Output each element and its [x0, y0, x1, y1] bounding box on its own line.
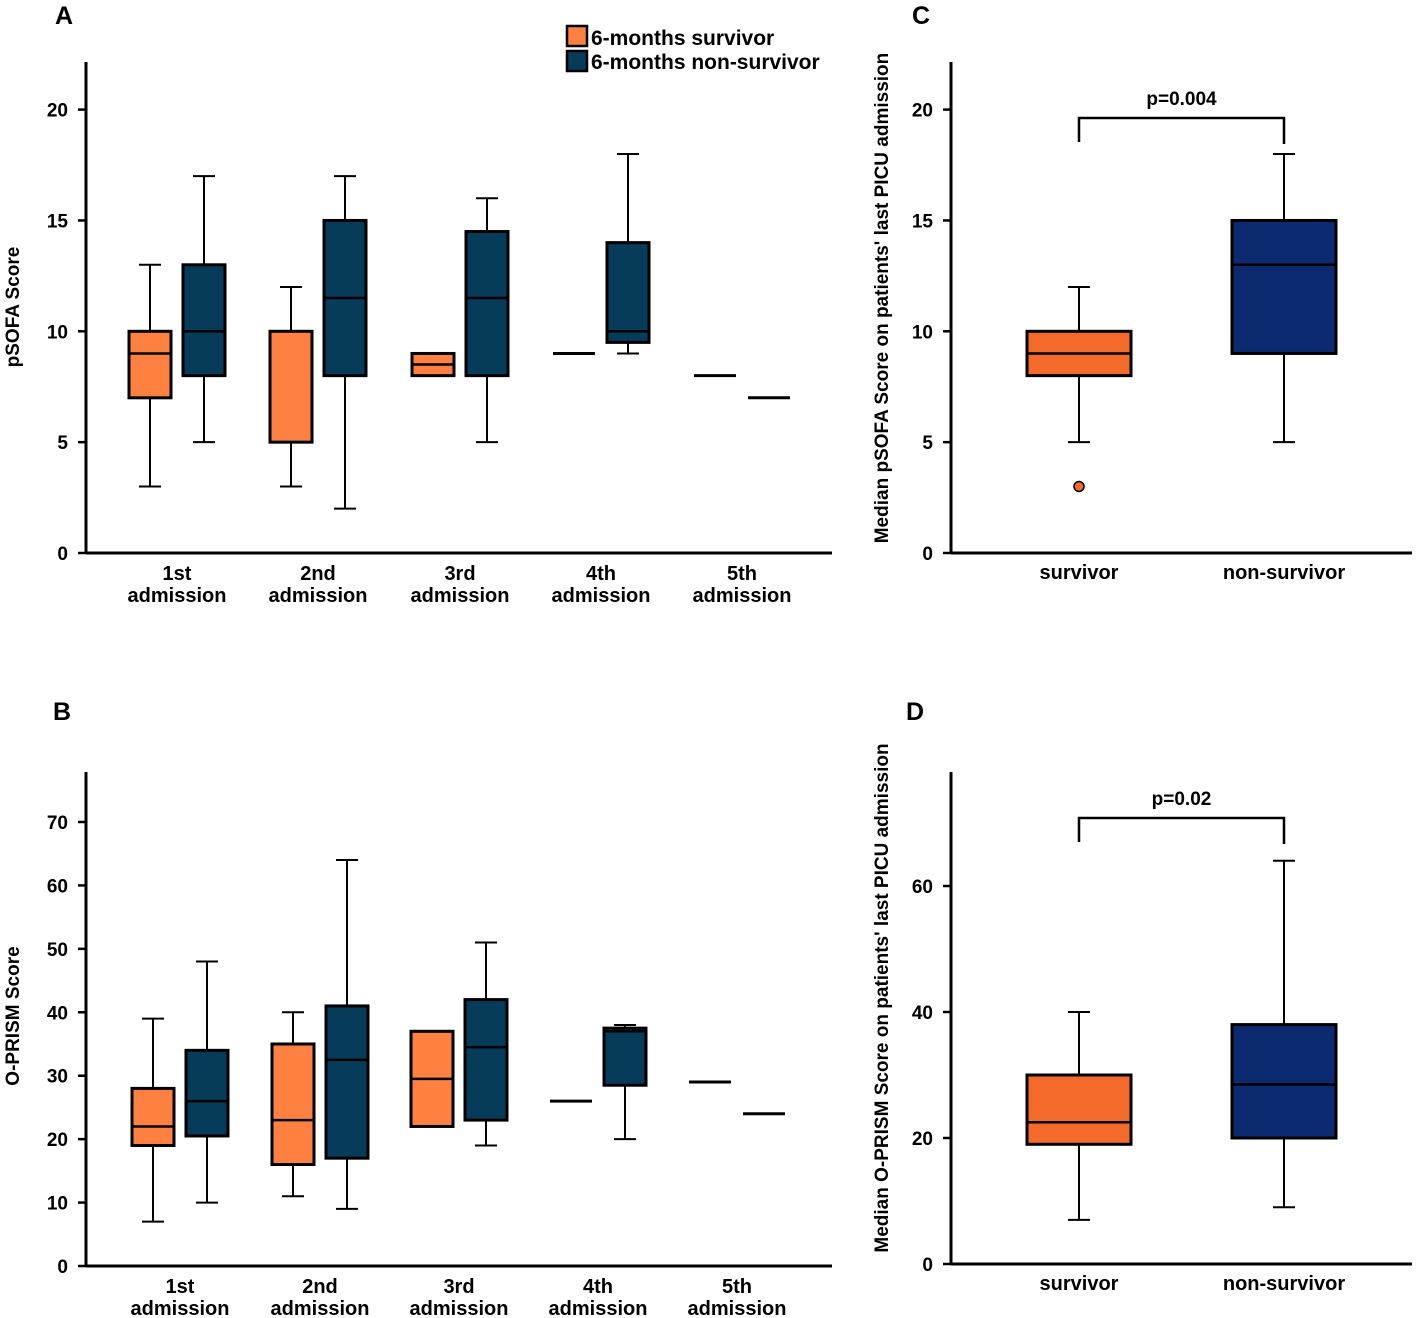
box-b-nonsurvivor-3-box: [463, 998, 509, 1122]
legend-label-survivor: 6-months survivor: [591, 27, 774, 50]
box-a-nonsurvivor-3-box: [464, 230, 510, 378]
x-tick-label-b-5-line2: admission: [688, 1298, 787, 1318]
box-b-survivor-2-box: [270, 1042, 316, 1167]
p-value-c: p=0.004: [1146, 89, 1217, 110]
y-tick-label-d-0: 0: [922, 1255, 933, 1276]
box-c-survivor-outlier-0: [1073, 480, 1085, 493]
x-tick-label-a-2-line2: admission: [269, 585, 368, 607]
x-tick-label-d-survivor: survivor: [1040, 1273, 1119, 1295]
legend-swatch-survivor: [565, 24, 589, 48]
y-tick-label-a-5: 5: [57, 433, 68, 454]
y-tick-label-c-0: 0: [922, 544, 933, 565]
x-tick-label-b-4-line2: admission: [549, 1298, 648, 1318]
box-a-survivor-2-box: [268, 329, 314, 444]
legend: 6-months survivor 6-months non-survivor: [565, 24, 820, 74]
legend-swatch-nonsurvivor: [565, 49, 589, 73]
y-tick-label-b-30: 30: [47, 1067, 68, 1088]
box-a-survivor-1-box: [127, 329, 173, 400]
y-tick-label-c-15: 15: [912, 211, 934, 232]
panel-letter-c: C: [912, 2, 930, 30]
box-a-nonsurvivor-4-box: [605, 241, 651, 344]
x-tick-label-b-1-line2: admission: [131, 1298, 230, 1318]
x-tick-label-a-5-line2: admission: [693, 585, 792, 607]
significance-bracket-c: [1077, 116, 1286, 144]
y-tick-label-a-15: 15: [47, 211, 69, 232]
x-tick-label-b-2-line1: 2nd: [302, 1276, 338, 1298]
x-tick-label-a-3-line2: admission: [411, 585, 510, 607]
y-tick-label-b-70: 70: [47, 813, 68, 834]
p-value-d: p=0.02: [1152, 789, 1212, 810]
y-tick-label-d-40: 40: [912, 1003, 933, 1024]
y-tick-label-a-10: 10: [47, 322, 68, 343]
x-tick-label-a-3-line1: 3rd: [444, 563, 475, 585]
x-tick-label-b-4-line1: 4th: [583, 1276, 613, 1298]
y-tick-label-c-5: 5: [922, 433, 933, 454]
x-tick-label-a-4-line2: admission: [552, 585, 651, 607]
box-b-survivor-1-box: [130, 1086, 176, 1147]
x-tick-label-a-1-line1: 1st: [163, 563, 192, 585]
x-tick-label-a-1-line2: admission: [128, 585, 227, 607]
box-b-nonsurvivor-4-box: [602, 1026, 648, 1087]
y-axis-label-c: Median pSOFA Score on patients' last PIC…: [872, 53, 893, 544]
y-tick-label-c-20: 20: [912, 101, 933, 122]
box-d-survivor-box: [1025, 1073, 1133, 1146]
panel-letter-d: D: [906, 698, 924, 726]
x-tick-label-b-1-line1: 1st: [166, 1276, 195, 1298]
box-a-nonsurvivor-1-box: [181, 263, 227, 378]
panel-letter-a: A: [55, 2, 73, 30]
y-tick-label-b-50: 50: [47, 940, 68, 961]
y-tick-label-b-10: 10: [47, 1194, 68, 1215]
y-tick-label-a-0: 0: [57, 544, 68, 565]
y-tick-label-c-10: 10: [912, 322, 933, 343]
y-tick-label-b-0: 0: [57, 1257, 68, 1278]
box-d-nonsurvivor-box: [1230, 1023, 1338, 1140]
x-tick-label-b-3-line1: 3rd: [443, 1276, 474, 1298]
x-tick-label-a-4-line1: 4th: [586, 563, 616, 585]
x-tick-label-c-survivor: survivor: [1040, 562, 1119, 584]
x-tick-label-b-5-line1: 5th: [722, 1276, 752, 1298]
x-tick-label-a-2-line1: 2nd: [300, 563, 336, 585]
legend-label-nonsurvivor: 6-months non-survivor: [591, 51, 820, 74]
y-tick-label-b-20: 20: [47, 1130, 68, 1151]
y-axis-label-a: pSOFA Score: [3, 247, 24, 368]
y-tick-label-b-60: 60: [47, 876, 68, 897]
x-tick-label-b-2-line2: admission: [271, 1298, 370, 1318]
x-tick-label-a-5-line1: 5th: [727, 563, 757, 585]
panel-c: C 0 5 10 15 20 Median pSOFA Score on patients…: [872, 2, 1412, 584]
significance-bracket-d: [1077, 816, 1286, 844]
y-axis-label-d: Median O-PRISM Score on patients' last P…: [872, 743, 893, 1252]
y-tick-label-a-20: 20: [47, 101, 68, 122]
y-tick-label-d-60: 60: [912, 877, 933, 898]
box-b-nonsurvivor-2-box: [324, 1004, 370, 1160]
x-tick-label-c-non-survivor: non-survivor: [1223, 562, 1345, 584]
y-tick-label-b-40: 40: [47, 1003, 68, 1024]
x-tick-label-d-non-survivor: non-survivor: [1223, 1273, 1345, 1295]
box-c-nonsurvivor-box: [1230, 218, 1338, 355]
panel-letter-b: B: [53, 698, 71, 726]
y-axis-label-b: O-PRISM Score: [3, 946, 24, 1085]
x-tick-label-b-3-line2: admission: [410, 1298, 509, 1318]
panel-d: D 0 20 40 60 Median O-PRISM Score on patient…: [872, 698, 1412, 1295]
y-tick-label-d-20: 20: [912, 1129, 933, 1150]
box-b-nonsurvivor-1-box: [184, 1048, 230, 1138]
